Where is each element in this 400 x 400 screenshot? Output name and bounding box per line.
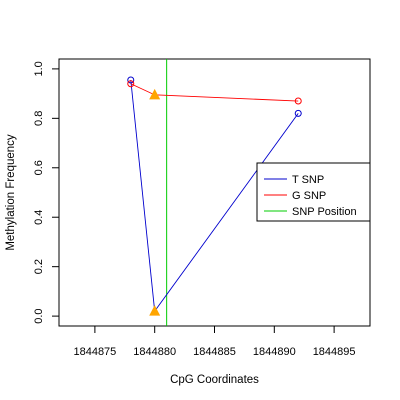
g-snp-snp-marker	[149, 88, 161, 100]
t-snp-point	[294, 109, 302, 117]
x-tick-label: 1844885	[193, 346, 236, 358]
y-tick-label: 0.2	[33, 259, 45, 274]
x-tick-label: 1844880	[133, 346, 176, 358]
legend-label-g-snp: G SNP	[292, 190, 326, 202]
y-axis: 0.0 0.2 0.4 0.6 0.8 1.0	[33, 61, 60, 324]
legend-label-snp-position: SNP Position	[292, 206, 357, 218]
x-axis-title: CpG Coordinates	[170, 374, 259, 386]
x-tick-label: 1844890	[253, 346, 296, 358]
t-snp-snp-marker	[149, 305, 161, 316]
x-tick-label: 1844875	[73, 346, 116, 358]
y-tick-label: 0.8	[33, 111, 45, 126]
t-snp-point	[127, 76, 135, 84]
x-axis: 1844875 1844880 1844885 1844890 1844895	[73, 325, 356, 358]
legend: T SNP G SNP SNP Position	[256, 162, 371, 222]
y-tick-label: 1.0	[33, 61, 45, 76]
g-snp-point	[294, 97, 302, 105]
plot-layer	[127, 59, 302, 326]
legend-label-t-snp: T SNP	[292, 174, 324, 186]
g-snp-point	[127, 80, 135, 88]
x-tick-label: 1844895	[313, 346, 356, 358]
y-tick-label: 0.0	[33, 308, 45, 323]
y-tick-label: 0.4	[33, 210, 45, 225]
y-axis-title: Methylation Frequency	[5, 134, 17, 251]
y-tick-label: 0.6	[33, 160, 45, 175]
